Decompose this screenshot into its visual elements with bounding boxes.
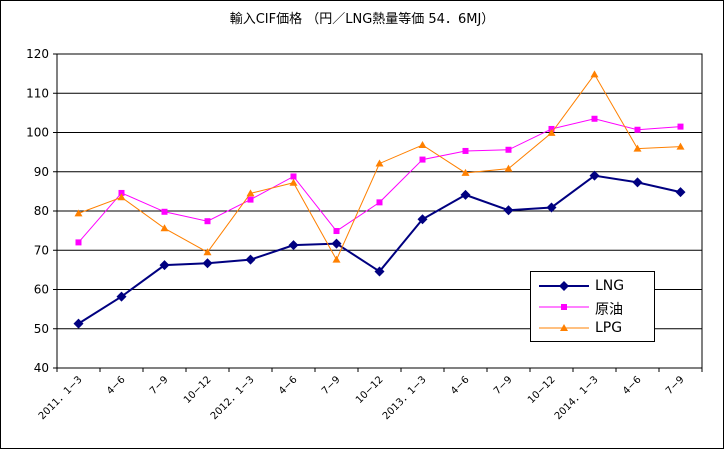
data-point-crude-oil [204, 218, 211, 225]
legend-marker-lng [539, 281, 589, 291]
legend-label-lng: LNG [595, 278, 625, 294]
data-point-crude-oil [333, 228, 340, 235]
data-point-lpg [203, 248, 212, 256]
x-tick-label: 2013．1−3 [381, 374, 429, 422]
data-point-lpg [633, 144, 642, 152]
data-point-lng [331, 238, 342, 249]
data-point-crude-oil [505, 146, 512, 153]
legend-marker-crude-oil [539, 304, 589, 310]
legend-label-crude-oil: 原油 [595, 302, 623, 318]
data-point-lpg [375, 159, 384, 167]
data-point-lpg [246, 189, 255, 197]
legend: LNG 原油 LPG [530, 271, 655, 342]
data-point-lpg [332, 255, 341, 263]
x-tick-label: 10−12 [182, 374, 214, 406]
data-point-crude-oil [419, 156, 426, 163]
data-point-crude-oil [118, 189, 125, 196]
data-point-crude-oil [677, 123, 684, 130]
data-point-lng [546, 202, 557, 213]
data-point-crude-oil [462, 147, 469, 154]
x-tick-label: 4−6 [449, 374, 472, 397]
legend-item-lng: LNG [531, 276, 654, 296]
x-tick-label: 4−6 [621, 374, 644, 397]
x-tick-label: 4−6 [105, 374, 128, 397]
x-tick-label: 2012．1−3 [209, 374, 257, 422]
data-point-lng [589, 170, 600, 181]
data-point-lpg [160, 224, 169, 232]
data-point-lng [159, 260, 170, 271]
data-point-lng [374, 266, 385, 277]
x-tick-label: 7−9 [320, 374, 343, 397]
y-tick-label: 90 [34, 165, 49, 179]
data-point-lpg [418, 141, 427, 149]
legend-item-crude-oil: 原油 [531, 297, 654, 318]
data-point-lng [675, 187, 686, 198]
data-point-crude-oil [161, 208, 168, 215]
y-tick-label: 120 [26, 47, 49, 61]
data-point-lpg [461, 168, 470, 176]
legend-label-lpg: LPG [595, 320, 623, 336]
data-point-lng [288, 240, 299, 251]
y-tick-label: 100 [26, 126, 49, 140]
data-point-lpg [504, 164, 513, 172]
x-tick-label: 2014．1−3 [553, 374, 601, 422]
data-point-crude-oil [634, 126, 641, 133]
data-point-crude-oil [376, 199, 383, 206]
data-point-lpg [676, 142, 685, 150]
y-tick-label: 110 [26, 86, 49, 100]
x-tick-label: 10−12 [354, 374, 386, 406]
data-point-lng [73, 318, 84, 329]
data-point-lng [245, 254, 256, 265]
x-tick-label: 2011．1−3 [37, 374, 85, 422]
legend-marker-lpg [539, 324, 589, 331]
data-point-lng [417, 214, 428, 225]
data-point-lpg [590, 70, 599, 78]
data-point-lpg [289, 178, 298, 186]
data-point-lng [116, 291, 127, 302]
x-tick-label: 10−12 [526, 374, 558, 406]
data-point-lng [460, 189, 471, 200]
data-point-lpg [117, 193, 126, 201]
data-point-lpg [547, 128, 556, 136]
y-tick-label: 70 [34, 243, 49, 257]
data-point-crude-oil [75, 239, 82, 246]
data-point-crude-oil [591, 115, 598, 122]
x-tick-label: 7−9 [664, 374, 687, 397]
x-tick-label: 7−9 [148, 374, 171, 397]
data-point-lpg [74, 209, 83, 217]
y-tick-label: 50 [34, 322, 49, 336]
data-point-lng [202, 258, 213, 269]
y-tick-label: 80 [34, 204, 49, 218]
y-tick-label: 40 [34, 361, 49, 375]
y-tick-label: 60 [34, 283, 49, 297]
data-point-crude-oil [247, 196, 254, 203]
data-point-lng [503, 205, 514, 216]
data-point-crude-oil [290, 173, 297, 180]
legend-item-lpg: LPG [531, 318, 654, 338]
chart-title: 輸入CIF価格 （円／LNG熱量等価 54．6MJ） [229, 12, 495, 27]
data-point-lng [632, 177, 643, 188]
x-tick-label: 7−9 [492, 374, 515, 397]
x-tick-label: 4−6 [277, 374, 300, 397]
